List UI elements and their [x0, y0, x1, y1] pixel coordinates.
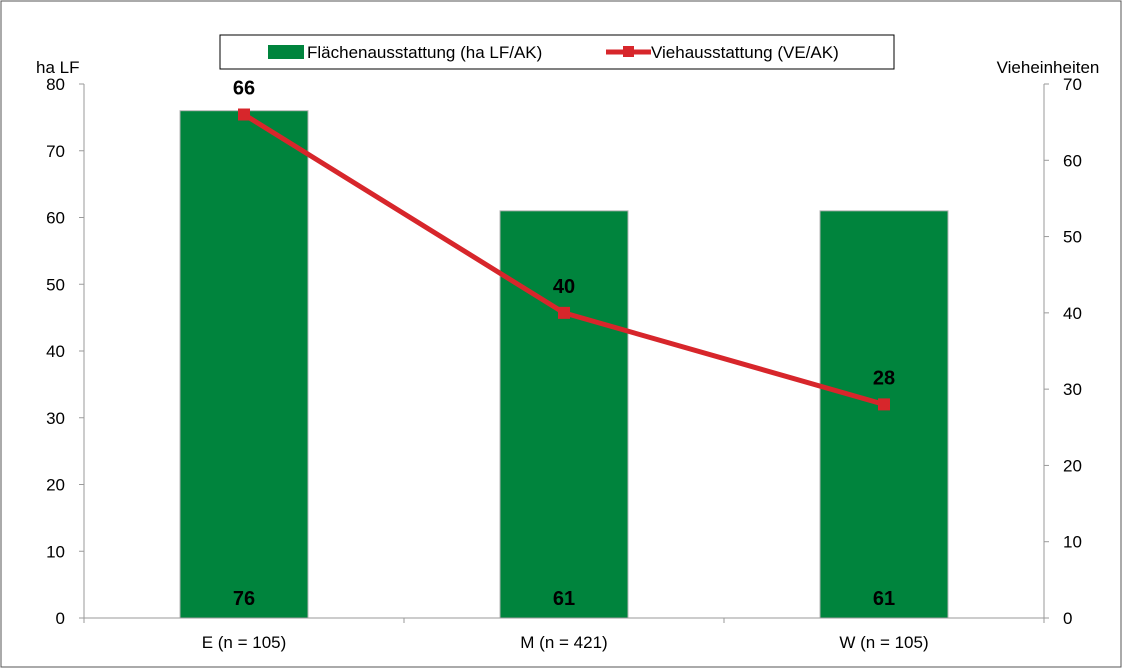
bar-data-label: 76 — [233, 588, 255, 610]
bar — [499, 210, 629, 619]
x-tick-label: E (n = 105) — [202, 633, 287, 652]
y-left-tick-label: 0 — [56, 609, 65, 628]
y-right-tick-label: 10 — [1063, 533, 1082, 552]
bar-data-label: 61 — [873, 588, 895, 610]
y-left-tick-label: 40 — [46, 342, 65, 361]
line-point — [238, 108, 250, 121]
y-right-tick-label: 0 — [1063, 609, 1072, 628]
line-point — [878, 398, 890, 411]
plot-area: 0 10 20 30 40 50 60 70 80 0 10 20 30 40 50 60 70 E (n = 1… — [46, 75, 1082, 652]
y-left-tick-label: 10 — [46, 542, 65, 561]
y-right-tick-label: 30 — [1063, 380, 1082, 399]
y-left-tick-label: 30 — [46, 409, 65, 428]
bar — [179, 110, 309, 619]
x-tick-label: M (n = 421) — [520, 633, 607, 652]
y-right-tick-label: 60 — [1063, 151, 1082, 170]
y-left-tick-label: 80 — [46, 75, 65, 94]
y-left-tick-label: 70 — [46, 142, 65, 161]
y-right-tick-label: 70 — [1063, 75, 1082, 94]
line-data-label: 66 — [233, 78, 255, 100]
legend-label-flaechenausstattung: Flächenausstattung (ha LF/AK) — [307, 43, 542, 62]
y-left-tick-label: 50 — [46, 275, 65, 294]
legend-box — [219, 34, 895, 70]
bar-data-label: 61 — [553, 588, 575, 610]
x-tick-label: W (n = 105) — [839, 633, 928, 652]
y-axis-right-title: Vieheinheiten — [997, 58, 1100, 77]
bar — [819, 210, 949, 619]
legend-label-viehausstattung: Viehausstattung (VE/AK) — [651, 43, 839, 62]
line-data-label: 28 — [873, 367, 895, 389]
line-data-label: 40 — [553, 276, 575, 298]
y-axis-left-title: ha LF — [36, 58, 79, 77]
legend-swatch-flaechenausstattung — [268, 45, 304, 59]
legend: Flächenausstattung (ha LF/AK) Viehaussta… — [219, 34, 895, 70]
y-left-tick-label: 20 — [46, 476, 65, 495]
y-right-tick-label: 50 — [1063, 228, 1082, 247]
legend-marker-viehausstattung — [623, 46, 634, 57]
line-point — [558, 306, 570, 319]
y-right-tick-label: 40 — [1063, 304, 1082, 323]
y-left-tick-label: 60 — [46, 209, 65, 228]
y-right-tick-label: 20 — [1063, 456, 1082, 475]
